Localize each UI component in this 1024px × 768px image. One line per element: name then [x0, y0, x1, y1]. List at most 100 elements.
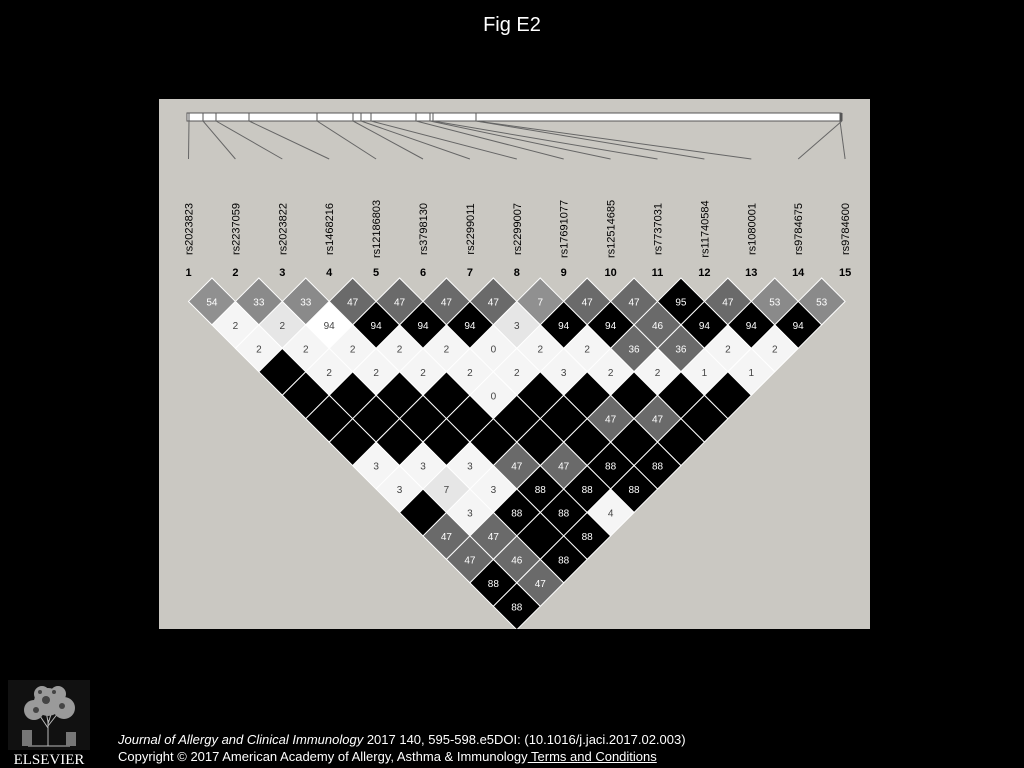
marker-label: rs3798130	[418, 203, 430, 255]
marker-number: 13	[745, 267, 757, 279]
citation-block: Journal of Allergy and Clinical Immunolo…	[118, 731, 686, 765]
ld-value: 88	[582, 485, 594, 496]
ld-value: 94	[417, 321, 429, 332]
marker-number: 8	[514, 267, 520, 279]
ld-plot-panel: rs2023823 rs2237059 rs2023822 rs1468216 rs12…	[159, 99, 870, 629]
ld-value: 94	[699, 321, 711, 332]
ld-value: 1	[702, 368, 708, 379]
ld-value: 7	[537, 297, 543, 308]
ld-value: 2	[256, 344, 262, 355]
elsevier-logo: ELSEVIER	[8, 680, 90, 766]
ld-value: 2	[420, 368, 426, 379]
marker-number: 12	[698, 267, 710, 279]
marker-number: 10	[604, 267, 616, 279]
ld-value: 95	[675, 297, 687, 308]
ld-value: 94	[371, 321, 383, 332]
ld-value: 2	[514, 368, 520, 379]
ld-value: 7	[444, 485, 450, 496]
marker-label: rs2023823	[184, 203, 196, 255]
marker-label: rs2299007	[512, 203, 524, 255]
ld-value: 2	[444, 344, 450, 355]
marker-label: rs11740584	[699, 200, 711, 257]
ld-value: 2	[584, 344, 590, 355]
ld-value: 47	[347, 297, 359, 308]
ld-value: 94	[464, 321, 476, 332]
connector-line	[429, 120, 611, 160]
ld-value: 47	[488, 297, 500, 308]
copyright-line: Copyright © 2017 American Academy of All…	[118, 748, 686, 765]
marker-label: rs17691077	[559, 200, 571, 258]
connector-line	[248, 120, 330, 160]
ld-value: 88	[558, 509, 570, 520]
connector-line	[360, 120, 471, 160]
ld-value: 2	[537, 344, 543, 355]
ld-value: 2	[467, 368, 473, 379]
ld-value: 88	[558, 555, 570, 566]
marker-label: rs1080001	[746, 203, 758, 255]
ld-value: 46	[511, 555, 523, 566]
marker-labels: rs2023823 rs2237059 rs2023822 rs1468216 rs12…	[184, 200, 853, 258]
ld-value: 47	[652, 415, 664, 426]
ld-value: 47	[722, 297, 734, 308]
ld-value: 47	[464, 555, 476, 566]
ld-value: 94	[793, 321, 805, 332]
ld-plot: rs2023823 rs2237059 rs2023822 rs1468216 rs12…	[184, 112, 853, 629]
ld-value: 94	[746, 321, 758, 332]
terms-and-conditions-link[interactable]: Terms and Conditions	[527, 749, 657, 764]
marker-number: 7	[467, 267, 473, 279]
figure-title: Fig E2	[483, 14, 541, 36]
ld-value: 88	[582, 532, 594, 543]
ld-value: 88	[652, 462, 664, 473]
ld-value: 47	[582, 297, 594, 308]
ld-value: 0	[491, 344, 497, 355]
ld-value: 47	[628, 297, 640, 308]
connector-line	[432, 120, 658, 160]
ld-value: 88	[488, 579, 500, 590]
ld-value: 94	[605, 321, 617, 332]
ld-value: 3	[420, 462, 426, 473]
connector-line	[415, 120, 564, 160]
ld-value: 88	[628, 485, 640, 496]
ld-value: 3	[397, 485, 403, 496]
ld-value: 2	[397, 344, 403, 355]
ld-value: 47	[535, 579, 547, 590]
marker-numbers: 1 2 3 4 5 6 7 8 9 10 11 12 13 14 15	[185, 267, 851, 279]
ld-value: 3	[514, 321, 520, 332]
ld-value: 3	[491, 485, 497, 496]
journal-name: Journal of Allergy and Clinical Immunolo…	[118, 732, 364, 747]
connector-line	[475, 120, 705, 160]
marker-label: rs7737031	[653, 203, 665, 255]
citation-details: 2017 140, 595-598.e5DOI: (10.1016/j.jaci…	[363, 732, 686, 747]
marker-label: rs12186803	[371, 200, 383, 258]
ld-value: 53	[816, 297, 828, 308]
ld-value: 88	[535, 485, 547, 496]
ld-value: 3	[373, 462, 379, 473]
marker-number: 4	[326, 267, 333, 279]
marker-number: 9	[561, 267, 567, 279]
ld-value: 33	[300, 297, 312, 308]
ld-value: 47	[605, 415, 617, 426]
ld-value: 2	[350, 344, 356, 355]
ld-value: 47	[394, 297, 406, 308]
marker-number: 6	[420, 267, 426, 279]
marker-number: 11	[652, 267, 664, 279]
ld-value: 4	[608, 509, 614, 520]
ld-value: 47	[511, 462, 523, 473]
ld-value: 88	[605, 462, 617, 473]
ld-value: 53	[769, 297, 781, 308]
connector-line	[215, 120, 283, 160]
ld-value: 3	[467, 462, 473, 473]
ld-heatmap-cells: 54 33 33 47 47 47 47 7 47 47 95 47 53 532 2 94 94 94 94 3 94…	[187, 277, 846, 629]
ld-value: 94	[324, 321, 336, 332]
connector-line	[188, 120, 190, 160]
ld-value: 36	[675, 344, 687, 355]
connector-line	[202, 120, 236, 160]
ld-value: 2	[373, 368, 379, 379]
ld-value: 33	[253, 297, 265, 308]
ld-value: 2	[772, 344, 778, 355]
ld-value: 36	[628, 344, 640, 355]
ld-value: 47	[441, 532, 453, 543]
ld-value: 1	[749, 368, 755, 379]
ld-value: 2	[326, 368, 332, 379]
marker-label: rs2299011	[465, 203, 477, 254]
